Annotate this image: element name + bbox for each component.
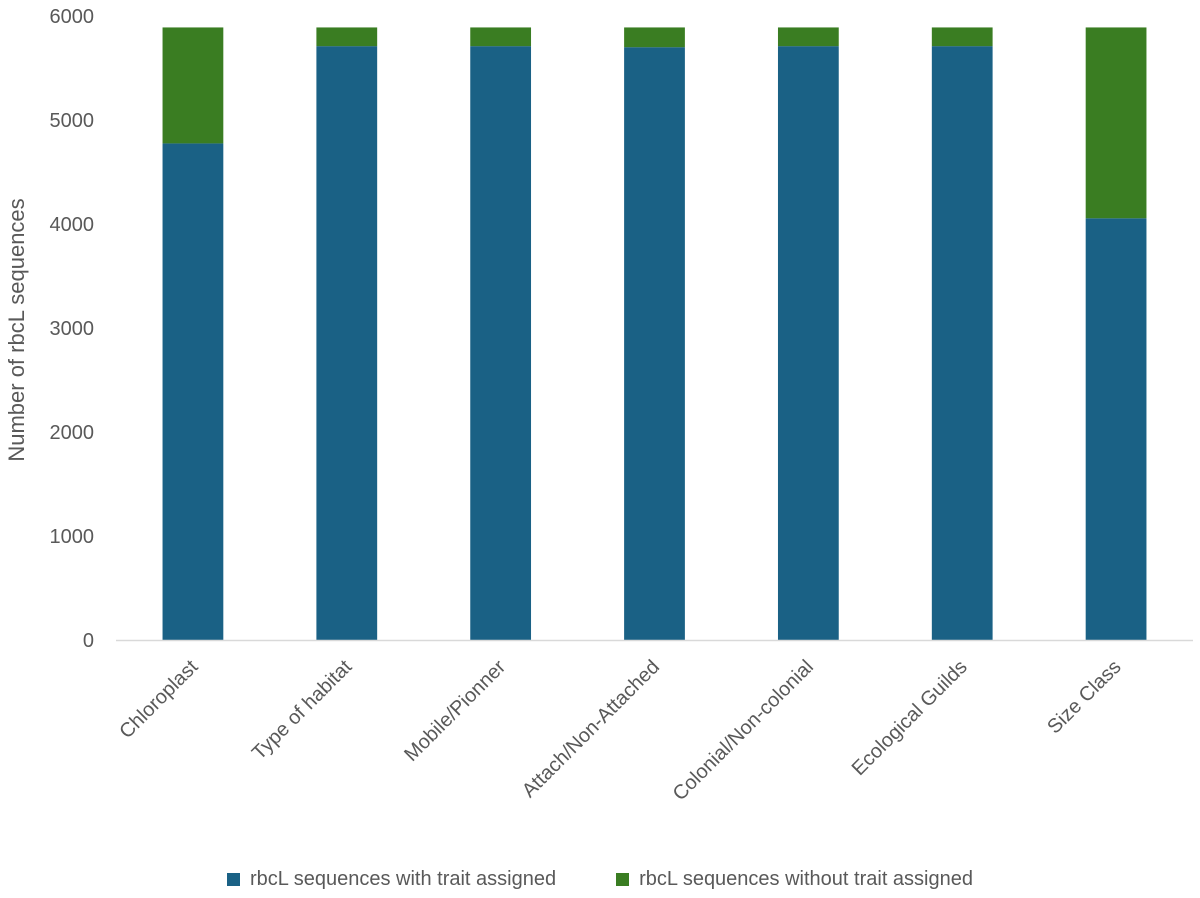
bar-segment-with-trait: [1085, 218, 1147, 640]
x-axis-labels: Chloroplast Type of habitat Mobile/Pionner…: [115, 656, 1125, 806]
y-tick-label: 6000: [50, 6, 95, 28]
bar-segment-with-trait: [162, 143, 224, 640]
x-tick-label: Ecological Guilds: [848, 656, 972, 780]
legend: rbcL sequences with trait assigned rbcL …: [0, 864, 1200, 894]
bar-segment-without-trait: [316, 27, 378, 47]
bars: [162, 27, 1147, 641]
x-tick-label: Size Class: [1043, 656, 1125, 738]
bar-segment-without-trait: [162, 27, 224, 144]
legend-swatch-without-trait: [616, 872, 630, 886]
y-tick-label: 0: [83, 630, 94, 652]
y-axis-label: Number of rbcL sequences: [4, 198, 29, 461]
y-tick-label: 3000: [50, 318, 95, 340]
bar-segment-without-trait: [470, 27, 532, 47]
x-tick-label: Attach/Non-Attached: [518, 656, 664, 802]
bar-segment-without-trait: [777, 27, 839, 47]
y-tick-label: 4000: [50, 214, 95, 236]
bar-segment-with-trait: [931, 46, 993, 641]
y-axis-ticks: 0 1000 2000 3000 4000 5000 6000: [50, 6, 95, 652]
bar-segment-with-trait: [470, 46, 532, 641]
x-tick-label: Type of habitat: [248, 656, 357, 765]
legend-label-with-trait: rbcL sequences with trait assigned: [250, 867, 557, 890]
x-tick-label: Mobile/Pionner: [400, 656, 510, 766]
bar-segment-without-trait: [931, 27, 993, 47]
bar-segment-with-trait: [316, 46, 378, 641]
y-tick-label: 1000: [50, 526, 95, 548]
y-tick-label: 5000: [50, 110, 95, 132]
bar-segment-without-trait: [624, 27, 685, 48]
bar-segment-with-trait: [777, 46, 839, 641]
bar-segment-with-trait: [624, 47, 685, 640]
x-tick-label: Chloroplast: [115, 656, 202, 743]
y-tick-label: 2000: [50, 422, 95, 444]
legend-swatch-with-trait: [227, 872, 240, 886]
bar-segment-without-trait: [1085, 27, 1147, 219]
legend-label-without-trait: rbcL sequences without trait assigned: [639, 867, 973, 890]
legend-item-with-trait: rbcL sequences with trait assigned: [227, 868, 556, 891]
legend-item-without-trait: rbcL sequences without trait assigned: [616, 868, 973, 891]
x-tick-label: Colonial/Non-colonial: [669, 656, 818, 805]
